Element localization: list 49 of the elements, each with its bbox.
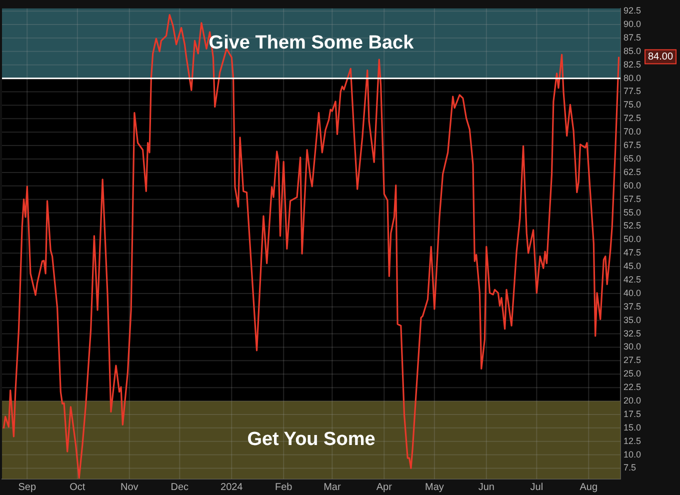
y-tick-label: 35.0	[623, 314, 642, 325]
y-tick-label: 32.5	[623, 328, 642, 338]
x-tick-label: Dec	[170, 482, 189, 493]
y-tick-label: 55.0	[623, 207, 642, 218]
y-tick-label: 92.5	[623, 6, 642, 16]
y-tick-label: 87.5	[623, 32, 642, 42]
x-tick-label: Sep	[18, 482, 36, 493]
y-tick-label: 57.5	[623, 194, 642, 204]
y-tick-label: 82.5	[623, 59, 642, 70]
y-tick-label: 65.0	[623, 153, 642, 164]
y-tick-label: 40.0	[623, 288, 642, 298]
y-tick-label: 47.5	[623, 248, 642, 258]
y-tick-label: 15.0	[623, 422, 642, 432]
x-tick-label: Mar	[324, 482, 342, 493]
y-tick-label: 37.5	[623, 301, 642, 312]
y-tick-label: 7.5	[623, 462, 636, 473]
y-tick-label: 85.0	[623, 46, 642, 56]
y-tick-label: 75.0	[623, 100, 642, 110]
x-tick-label: Nov	[120, 482, 138, 493]
annotation: 84.00	[648, 52, 674, 63]
y-tick-label: 45.0	[623, 261, 642, 272]
y-tick-label: 62.5	[623, 166, 642, 177]
y-tick-label: 72.5	[623, 113, 642, 124]
y-tick-label: 27.5	[623, 355, 642, 366]
y-tick-label: 42.5	[623, 274, 642, 284]
x-tick-label: Oct	[70, 482, 86, 493]
y-tick-label: 70.0	[623, 126, 642, 137]
y-tick-label: 60.0	[623, 180, 642, 190]
y-tick-label: 80.0	[623, 72, 642, 83]
y-tick-label: 25.0	[623, 368, 642, 379]
y-tick-label: 20.0	[623, 396, 642, 406]
x-tick-label: Aug	[580, 482, 598, 493]
y-tick-label: 52.5	[623, 220, 642, 231]
x-tick-label: Jun	[478, 482, 494, 493]
y-tick-label: 30.0	[623, 342, 642, 352]
y-tick-label: 90.0	[623, 19, 642, 30]
x-tick-label: May	[424, 482, 444, 493]
x-tick-label: Feb	[274, 482, 293, 493]
x-tick-label: 2024	[220, 482, 244, 493]
band-label: Get You Some	[247, 429, 376, 450]
y-tick-label: 12.5	[623, 436, 642, 446]
y-tick-label: 10.0	[623, 449, 642, 460]
x-tick-label: Jul	[530, 482, 544, 493]
x-tick-label: Apr	[376, 482, 393, 493]
y-tick-label: 67.5	[623, 140, 642, 150]
y-tick-label: 17.5	[623, 408, 642, 419]
y-tick-label: 50.0	[623, 234, 642, 244]
y-tick-label: 22.5	[623, 382, 642, 392]
y-tick-label: 77.5	[623, 86, 642, 96]
